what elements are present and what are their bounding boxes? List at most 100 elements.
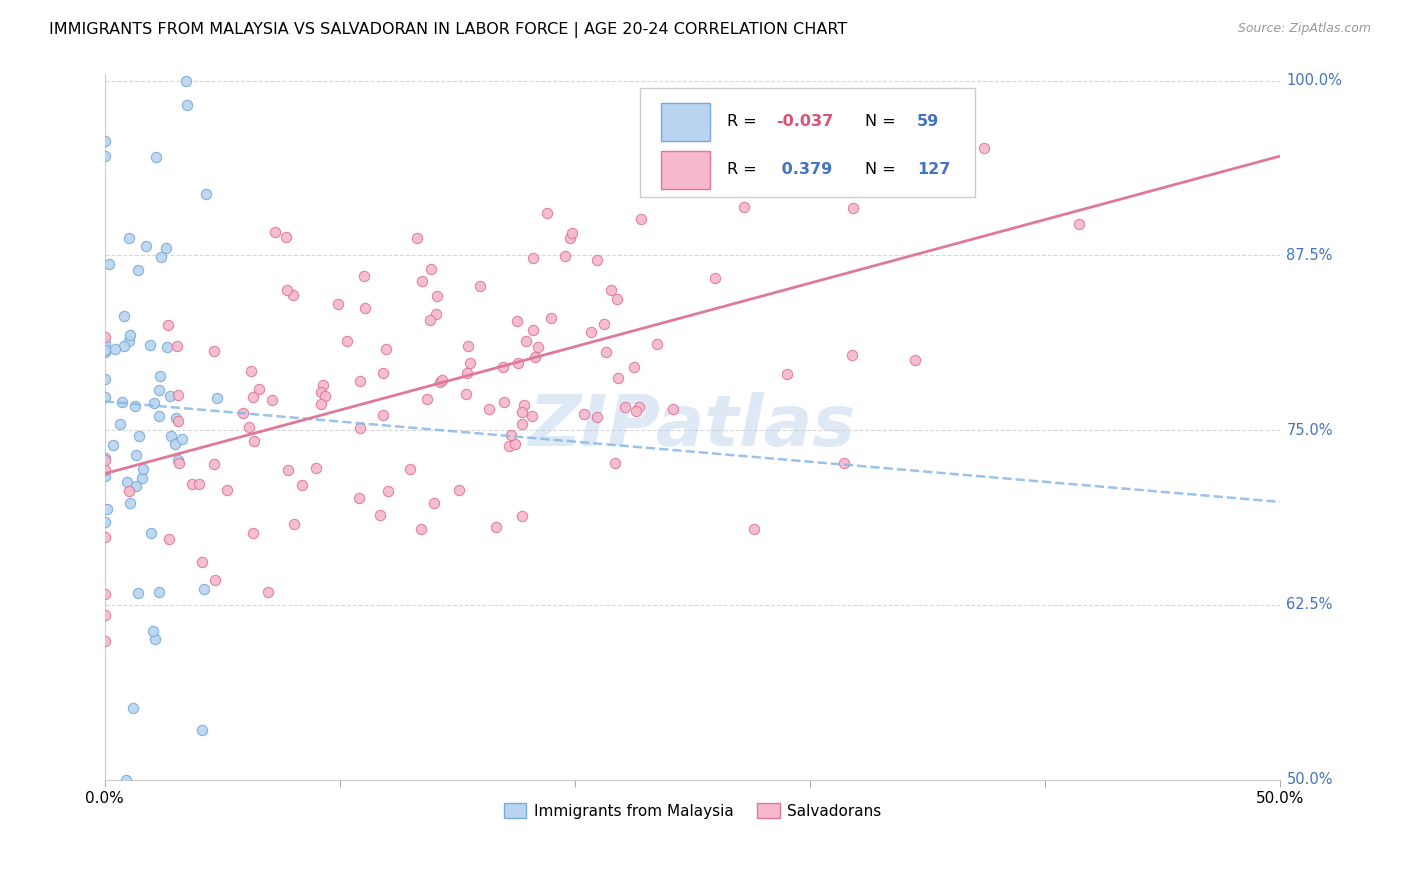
Point [283, 516, 305, 531]
Point [128, 429, 150, 443]
Point [478, 402, 501, 417]
Point [276, 283, 298, 297]
Point [347, 491, 370, 505]
Point [513, 398, 536, 412]
Point [733, 201, 755, 215]
Text: IMMIGRANTS FROM MALAYSIA VS SALVADORAN IN LABOR FORCE | AGE 20-24 CORRELATION CH: IMMIGRANTS FROM MALAYSIA VS SALVADORAN I… [49, 22, 848, 38]
Point [150, 251, 173, 265]
Point [904, 352, 927, 367]
Point [118, 496, 141, 510]
Point [742, 522, 765, 536]
Text: 87.5%: 87.5% [1286, 248, 1333, 263]
Point [406, 231, 429, 245]
Point [93, 335, 115, 350]
Point [191, 723, 214, 738]
Point [163, 437, 186, 451]
Point [187, 476, 209, 491]
Point [170, 432, 193, 446]
Text: Source: ZipAtlas.com: Source: ZipAtlas.com [1237, 22, 1371, 36]
Point [416, 392, 439, 406]
Point [148, 409, 170, 423]
Point [492, 395, 515, 409]
Point [160, 429, 183, 443]
Point [498, 439, 520, 453]
Point [204, 573, 226, 587]
Text: ZIPatlas: ZIPatlas [529, 392, 856, 461]
Point [524, 351, 547, 365]
Point [249, 382, 271, 396]
Point [118, 483, 141, 498]
Point [93, 469, 115, 483]
Point [174, 73, 197, 87]
Point [561, 226, 583, 240]
Point [377, 483, 399, 498]
Point [510, 509, 533, 524]
Point [606, 371, 628, 385]
Point [540, 310, 562, 325]
Point [522, 323, 544, 337]
Point [375, 343, 398, 357]
Point [138, 338, 160, 352]
Point [834, 456, 856, 470]
Text: 59: 59 [917, 114, 939, 129]
Point [420, 261, 443, 276]
Point [155, 241, 177, 255]
Point [349, 375, 371, 389]
Point [314, 389, 336, 403]
Point [274, 230, 297, 244]
Point [501, 428, 523, 442]
Point [425, 307, 447, 321]
Point [527, 340, 550, 354]
Point [145, 149, 167, 163]
Point [131, 471, 153, 485]
Point [110, 395, 132, 409]
Point [191, 555, 214, 569]
Point [492, 359, 515, 374]
Point [93, 450, 115, 465]
Text: N =: N = [866, 162, 896, 178]
Point [579, 326, 602, 340]
Point [124, 399, 146, 413]
Point [662, 401, 685, 416]
Point [121, 701, 143, 715]
Point [149, 369, 172, 384]
Point [156, 318, 179, 332]
Point [257, 584, 280, 599]
Point [264, 225, 287, 239]
Point [470, 279, 492, 293]
Point [456, 366, 478, 380]
Point [623, 359, 645, 374]
Point [457, 339, 479, 353]
Point [641, 166, 664, 180]
Point [419, 313, 441, 327]
Point [127, 586, 149, 600]
Point [613, 400, 636, 414]
Legend: Immigrants from Malaysia, Salvadorans: Immigrants from Malaysia, Salvadorans [498, 797, 887, 825]
Point [336, 334, 359, 348]
Point [167, 414, 190, 428]
Text: 62.5%: 62.5% [1286, 598, 1333, 613]
Point [93, 530, 115, 544]
Point [148, 383, 170, 397]
Point [112, 339, 135, 353]
Point [232, 406, 254, 420]
Point [630, 211, 652, 226]
Point [93, 149, 115, 163]
Point [628, 400, 651, 414]
Point [93, 608, 115, 623]
Point [423, 495, 446, 509]
Point [93, 134, 115, 148]
Point [157, 533, 180, 547]
Point [586, 409, 609, 424]
Point [242, 390, 264, 404]
Point [142, 624, 165, 638]
Text: 50.0%: 50.0% [1286, 772, 1333, 787]
Point [291, 478, 314, 492]
Point [558, 231, 581, 245]
Point [195, 186, 218, 201]
Point [143, 632, 166, 646]
Point [586, 252, 609, 267]
Point [305, 461, 328, 475]
Point [101, 438, 124, 452]
Point [973, 141, 995, 155]
